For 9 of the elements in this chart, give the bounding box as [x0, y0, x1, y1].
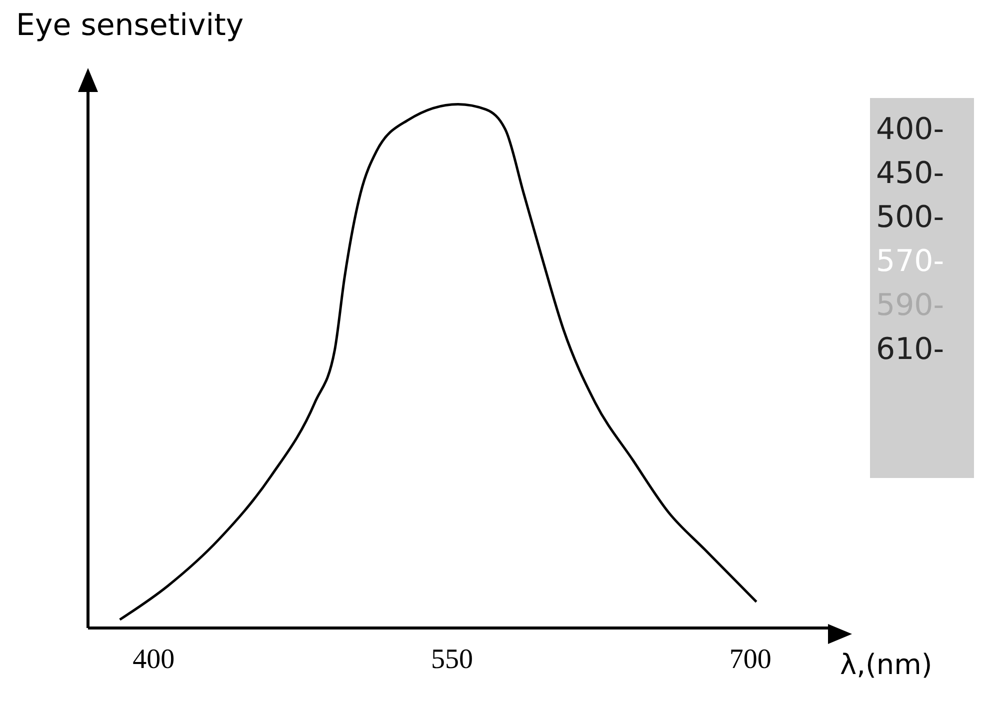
text: 450-	[875, 155, 946, 193]
x-tick-label: 400	[132, 644, 175, 675]
x-axis-title: λ,(nm)	[840, 648, 932, 681]
y-axis-title: Eye sensetivity	[16, 8, 244, 43]
text: 400-	[875, 111, 946, 149]
x-tick-label: 700	[729, 644, 772, 675]
text: 500-	[875, 199, 946, 237]
x-tick-label: 550	[431, 644, 474, 675]
text: 610-	[875, 331, 946, 369]
